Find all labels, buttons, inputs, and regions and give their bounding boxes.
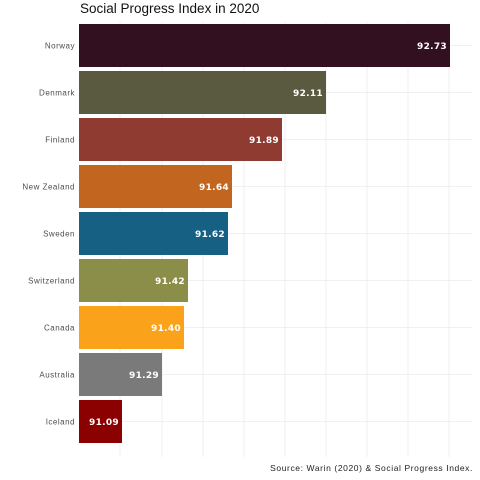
category-label-sweden: Sweden [43,230,75,239]
category-label-switzerland: Switzerland [28,277,75,286]
bar-canada [79,306,184,349]
chart-caption: Source: Warin (2020) & Social Progress I… [270,463,473,473]
bar-finland [79,118,282,161]
category-label-australia: Australia [39,371,75,380]
value-label-australia: 91.29 [129,371,159,381]
category-label-canada: Canada [44,324,75,333]
value-label-denmark: 92.11 [293,89,323,99]
bar-denmark [79,71,326,114]
value-label-iceland: 91.09 [89,418,119,428]
category-label-iceland: Iceland [46,418,75,427]
category-label-norway: Norway [45,42,75,51]
value-label-switzerland: 91.42 [155,277,185,287]
bar-norway [79,24,450,67]
value-label-canada: 91.40 [151,324,181,334]
category-label-denmark: Denmark [39,89,75,98]
value-label-new-zealand: 91.64 [199,183,229,193]
category-label-new-zealand: New Zealand [22,183,75,192]
category-label-finland: Finland [45,136,75,145]
value-label-finland: 91.89 [249,136,279,146]
bar-sweden [79,212,228,255]
value-label-norway: 92.73 [417,42,447,52]
chart-title: Social Progress Index in 2020 [80,1,260,16]
bar-australia [79,353,162,396]
value-label-sweden: 91.62 [195,230,225,240]
bar-new-zealand [79,165,232,208]
bar-switzerland [79,259,188,302]
bar-iceland [79,400,122,443]
